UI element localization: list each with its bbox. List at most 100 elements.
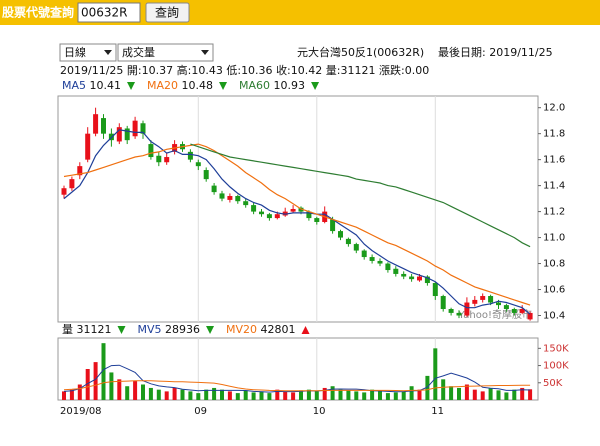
info-value: 0.00: [405, 64, 430, 77]
candle-body: [417, 276, 422, 281]
search-label: 股票代號查詢: [2, 5, 74, 20]
trend-arrow: [311, 82, 320, 90]
legend-name: MA60: [239, 79, 270, 92]
volume-bar: [283, 391, 288, 400]
period-text: 日線: [64, 45, 86, 59]
volume-bar: [306, 389, 311, 400]
volume-bar: [101, 343, 106, 400]
trend-arrow: [219, 82, 228, 90]
legend-name: MV5: [138, 323, 162, 336]
y-tick-label: 11.6: [543, 155, 565, 166]
volume-bar: [251, 392, 256, 400]
volume-bar: [148, 387, 153, 400]
volume-bar: [504, 392, 509, 400]
legend-name: MA5: [62, 79, 86, 92]
trend-arrow: [117, 326, 126, 334]
volume-bar: [512, 389, 517, 400]
volume-bar: [472, 389, 477, 400]
y-tick-label: 50K: [543, 378, 563, 389]
candle-body: [448, 309, 454, 313]
candle-body: [195, 162, 201, 167]
volume-bar: [196, 393, 201, 400]
volume-bar: [464, 384, 469, 400]
candle-body: [401, 273, 407, 277]
volume-bar: [141, 384, 145, 400]
indicator-select[interactable]: [117, 43, 214, 62]
ma-line: [63, 143, 531, 306]
volume-bar: [299, 390, 303, 400]
search-input[interactable]: [77, 2, 141, 23]
candle-body: [385, 263, 391, 271]
y-tick-label: 11.0: [543, 233, 565, 244]
info-date: 2019/11/25: [60, 64, 123, 77]
volume-bar: [133, 381, 138, 400]
period-select[interactable]: [59, 43, 117, 62]
legend-value: 10.93: [274, 79, 306, 92]
candle-body: [369, 257, 375, 261]
volume-bar: [496, 390, 501, 400]
volume-bar: [243, 390, 248, 400]
legend-value: 10.41: [90, 79, 122, 92]
volume-bar: [235, 393, 240, 400]
y-tick-label: 11.4: [543, 181, 565, 192]
candle-body: [503, 305, 509, 310]
volume-bar: [164, 391, 169, 400]
info-value: 10.36: [241, 64, 273, 77]
y-tick-label: 10.8: [543, 259, 565, 270]
y-tick-label: 100K: [543, 361, 569, 372]
legend-entry: 量 31121: [62, 323, 112, 336]
candle-body: [203, 170, 209, 180]
candle-body: [432, 283, 438, 297]
candle-body: [393, 268, 399, 274]
candle-body: [306, 211, 312, 219]
candle-body: [266, 214, 272, 219]
volume-bar: [409, 386, 414, 400]
legend-name: MA20: [147, 79, 178, 92]
candle-body: [377, 260, 383, 264]
volume-bar: [77, 384, 82, 400]
candle-body: [488, 296, 494, 303]
candle-body: [164, 157, 170, 163]
search-button[interactable]: [145, 2, 190, 23]
indicator-text: 成交量: [122, 45, 155, 59]
legend-entry: MV5 28936: [138, 323, 201, 336]
volume-bar: [417, 389, 422, 400]
last-date: 最後日期: 2019/11/25: [438, 45, 553, 59]
volume-bar: [267, 393, 272, 400]
candle-body: [527, 312, 533, 320]
candle-body: [93, 114, 99, 134]
volume-bar: [227, 391, 232, 400]
legend-value: 28936: [165, 323, 200, 336]
candle-body: [101, 118, 106, 134]
candle-body: [345, 238, 351, 245]
ma-line: [63, 129, 531, 315]
candle-body: [353, 244, 359, 251]
volume-bar: [314, 391, 319, 400]
candle-body: [132, 120, 138, 137]
y-tick-label: 150K: [543, 343, 569, 354]
info-label: 低:: [226, 64, 241, 77]
volume-bar: [212, 387, 217, 400]
candle-body: [69, 179, 75, 189]
volume-bar: [370, 389, 375, 400]
search-button-text: 查詢: [155, 5, 179, 20]
y-tick-label: 10.4: [543, 311, 565, 322]
volume-bar: [393, 392, 398, 400]
info-label: 量:: [326, 64, 341, 77]
legend-name: 量: [62, 323, 73, 336]
volume-bar: [109, 372, 114, 400]
candle-body: [187, 151, 193, 160]
info-value: 31121: [341, 64, 376, 77]
candle-body: [243, 201, 249, 206]
candle-body: [227, 196, 233, 200]
volume-bar: [275, 389, 280, 400]
candle-body: [456, 312, 462, 316]
price-panel: [57, 95, 539, 323]
volume-bar: [156, 389, 161, 400]
candle-body: [251, 205, 257, 212]
volume-bar: [85, 369, 90, 400]
y-tick-label: 11.8: [543, 129, 565, 140]
volume-bar: [62, 391, 66, 400]
candle-body: [290, 209, 296, 212]
